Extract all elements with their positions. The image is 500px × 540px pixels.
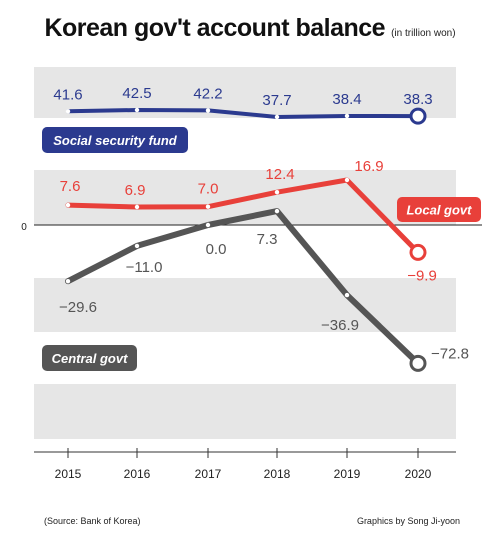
data-point <box>205 204 211 209</box>
data-label: 7.0 <box>198 181 219 198</box>
data-labels: 41.6 42.5 42.2 37.7 38.4 38.3 7.6 6.9 7.0 12.4 16.… <box>53 85 469 362</box>
data-label: 42.2 <box>193 85 222 102</box>
series-legend: Social security fund Local govt Central go… <box>42 127 481 371</box>
data-label: 7.6 <box>60 178 81 195</box>
legend-label: Central govt <box>52 351 129 366</box>
series-line <box>66 108 420 119</box>
data-point <box>274 208 280 214</box>
legend-tag <box>42 345 137 371</box>
data-label: 0.0 <box>206 241 227 258</box>
data-label: −9.9 <box>407 267 437 284</box>
data-point <box>274 189 280 195</box>
x-tick-label: 2019 <box>334 467 361 481</box>
legend-label: Local govt <box>406 203 472 218</box>
data-point <box>65 109 71 114</box>
chart-axes: 0 2015 2016 2017 2018 2019 2020 <box>21 222 482 481</box>
series-lines <box>65 108 421 367</box>
data-point <box>134 107 140 113</box>
legend-tag <box>397 197 481 222</box>
data-point <box>409 243 427 261</box>
legend-label: Social security fund <box>53 133 178 148</box>
data-label: 37.7 <box>262 92 291 109</box>
chart-title-row: Korean gov't account balance (in trillion… <box>0 14 500 43</box>
data-label: 6.9 <box>125 182 146 199</box>
x-tick-label: 2016 <box>124 467 151 481</box>
data-label: 16.9 <box>354 158 383 175</box>
data-point <box>65 279 71 284</box>
series-markers <box>65 107 427 372</box>
data-label: 42.5 <box>122 85 151 102</box>
data-label: 38.3 <box>403 91 432 108</box>
data-point <box>134 243 140 249</box>
data-point <box>205 222 211 228</box>
data-label: 12.4 <box>265 166 294 183</box>
data-point <box>344 177 350 183</box>
data-label: −72.8 <box>431 345 469 362</box>
data-label: −11.0 <box>126 259 163 276</box>
data-point <box>409 107 427 125</box>
x-tick-label: 2017 <box>195 467 222 481</box>
x-tick-label: 2015 <box>55 467 82 481</box>
data-label: 7.3 <box>257 231 278 248</box>
data-label: −29.6 <box>59 299 97 316</box>
data-point <box>205 108 211 113</box>
source-note: (Source: Bank of Korea) <box>44 516 141 526</box>
data-label: −36.9 <box>321 317 359 334</box>
background-band <box>34 278 456 332</box>
data-label: 38.4 <box>332 91 361 108</box>
x-tick-label: 2020 <box>405 467 432 481</box>
legend-tag <box>42 127 188 153</box>
data-point <box>134 204 140 210</box>
x-tick-label: 2018 <box>264 467 291 481</box>
background-band <box>34 384 456 439</box>
data-point <box>409 354 427 372</box>
chart-title: Korean gov't account balance <box>44 14 386 42</box>
series-line <box>65 208 421 367</box>
data-point <box>274 114 280 120</box>
data-point <box>344 113 350 119</box>
chart-background-bands <box>34 67 456 439</box>
data-point <box>344 292 350 298</box>
series-line <box>65 177 421 255</box>
chart-subtitle: (in trillion won) <box>391 28 456 39</box>
data-label: 41.6 <box>53 86 82 103</box>
graphics-credit: Graphics by Song Ji-yoon <box>356 516 460 526</box>
data-point <box>65 202 71 208</box>
zero-label: 0 <box>21 222 27 233</box>
